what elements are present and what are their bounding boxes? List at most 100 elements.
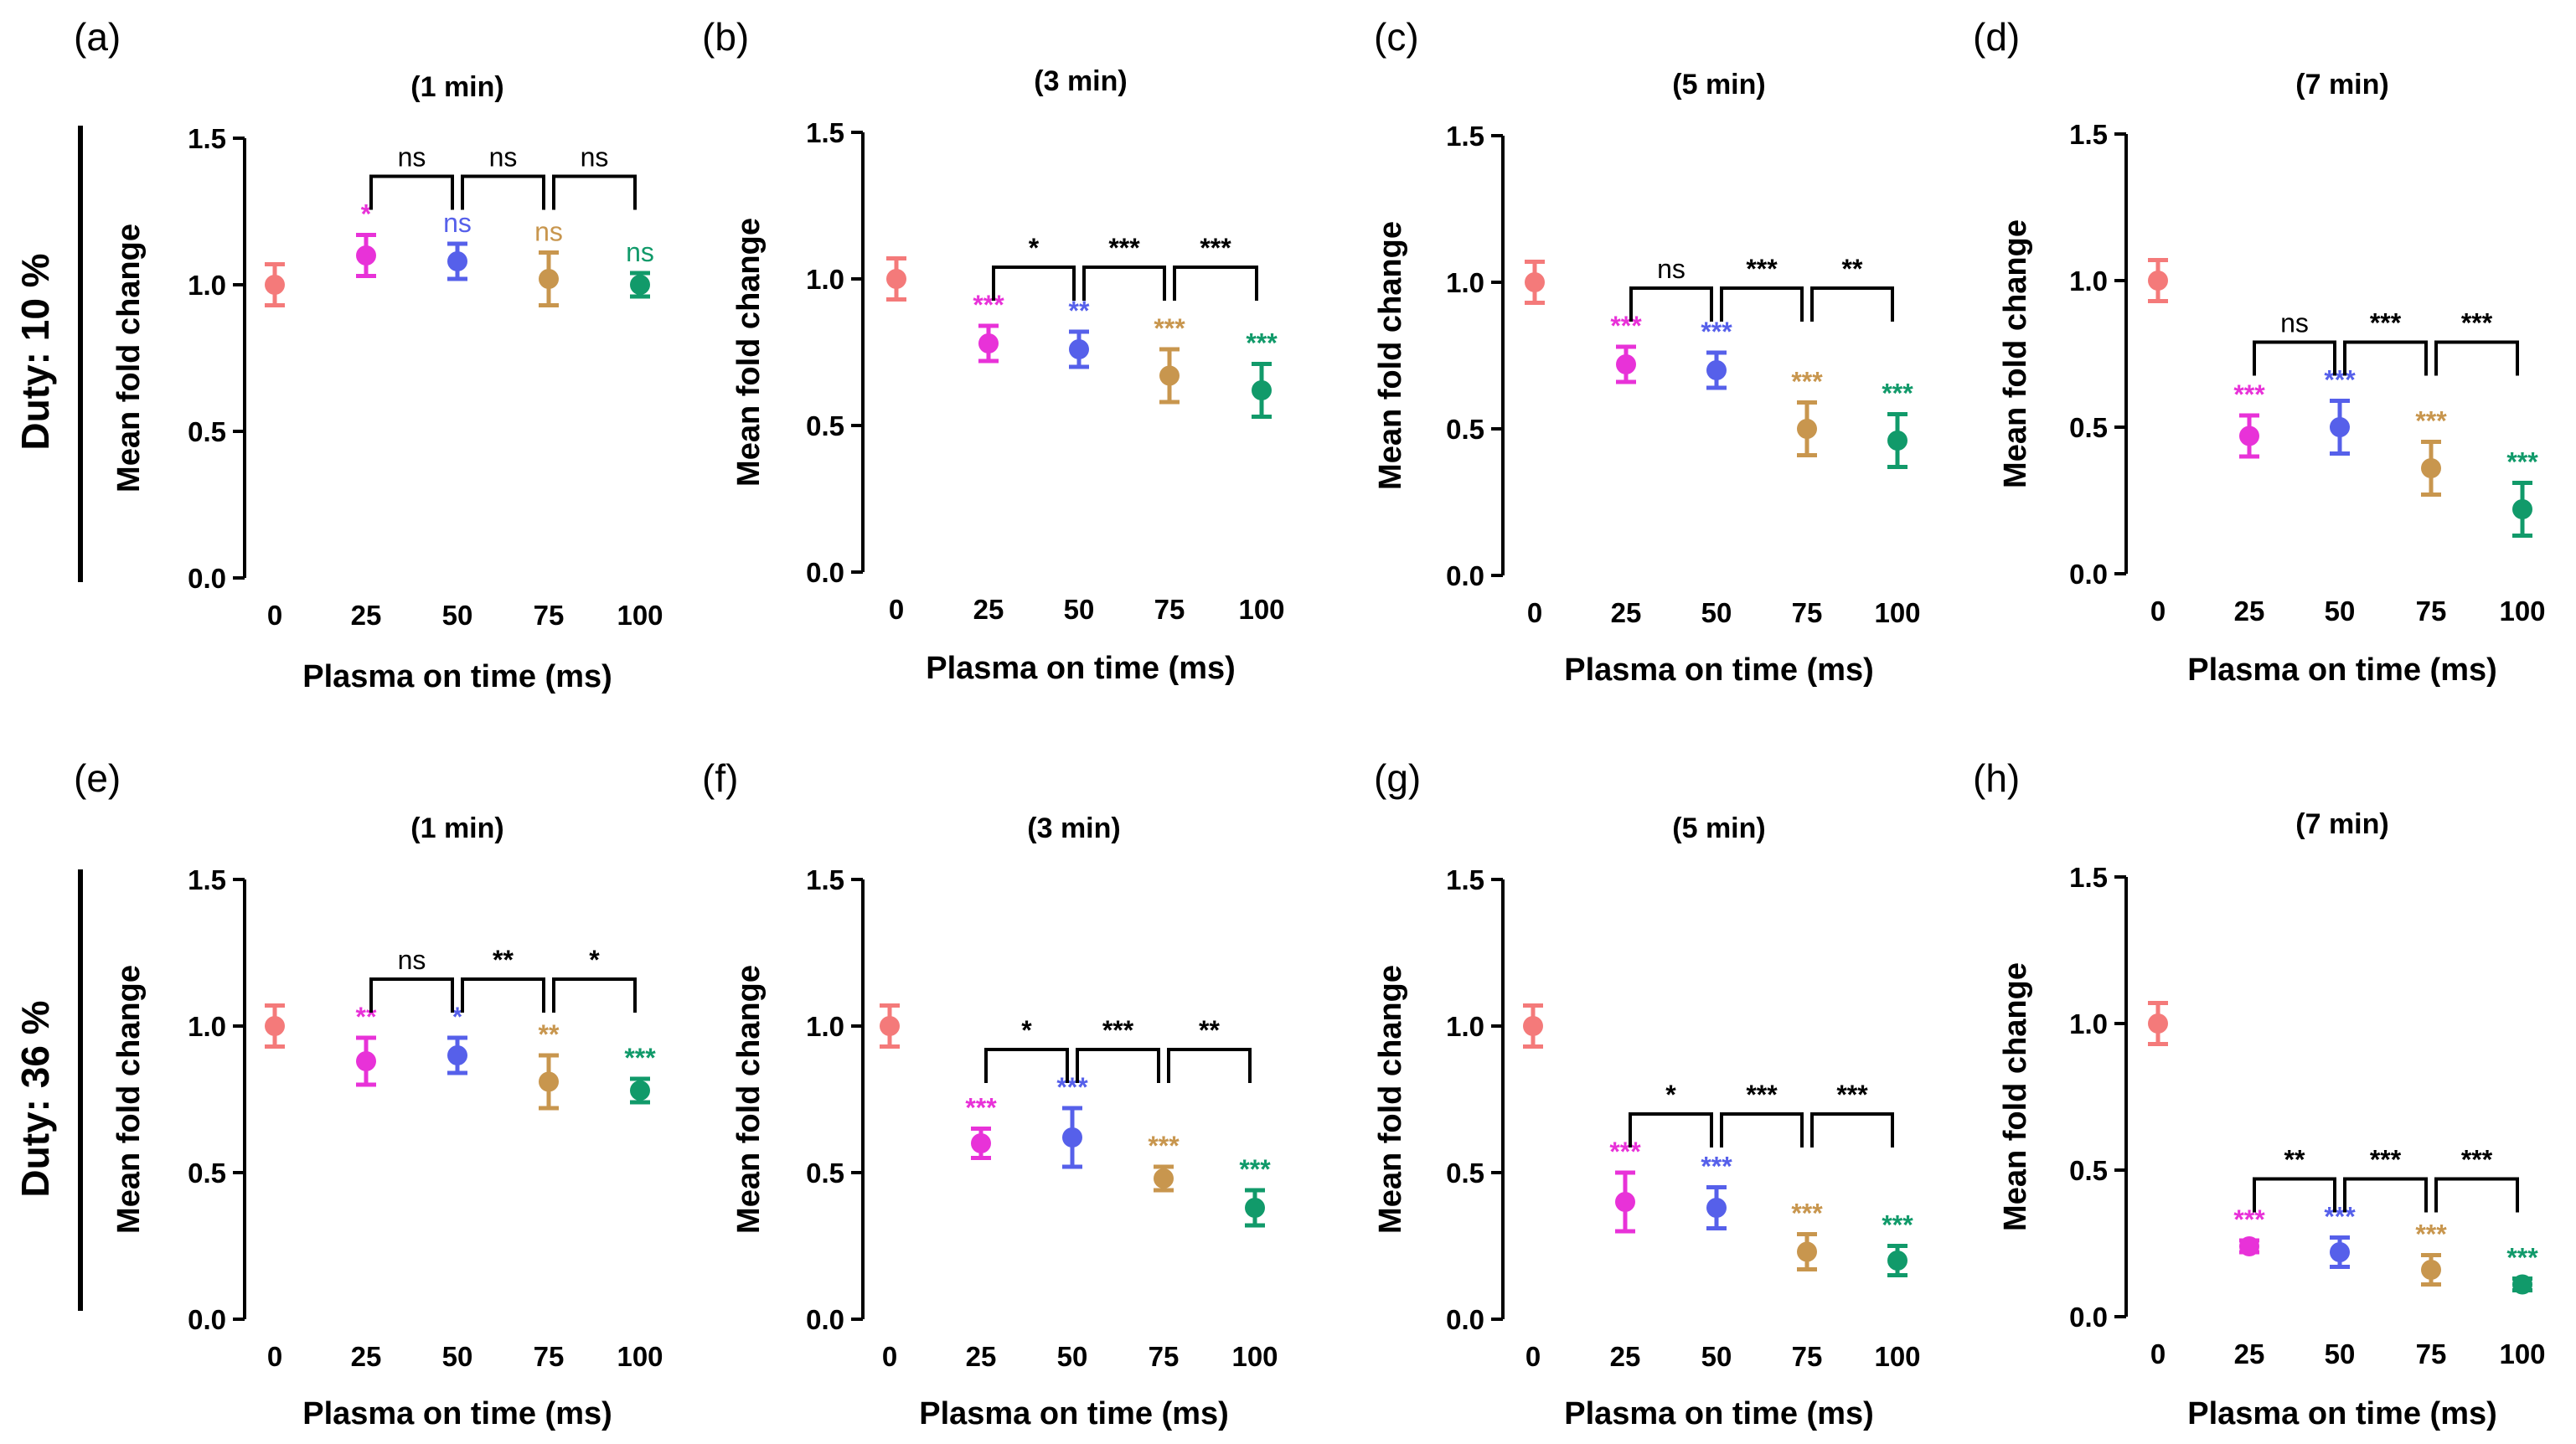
point-significance-label: ***: [2415, 406, 2447, 436]
x-tick-label: 50: [442, 600, 473, 631]
comparison-bracket: ***: [1810, 1080, 1894, 1147]
panel-h: (h) (7 min) 0.0 0.5 1.0 1.5 Mean fold change 0 2…: [1973, 756, 2546, 1431]
x-tick-label: 0: [267, 600, 282, 631]
data-point: [1062, 1127, 1082, 1147]
panel-title: (1 min): [410, 812, 503, 844]
comparison-bracket: *: [992, 233, 1076, 301]
comparison-bracket-label: **: [493, 945, 514, 975]
comparison-bracket: ***: [1720, 1080, 1804, 1147]
comparison-bracket: ns: [369, 142, 454, 210]
comparison-bracket-line: [1076, 1048, 1160, 1083]
x-tick-label: 25: [973, 594, 1004, 625]
panels-container: (a) (1 min) 0.0 0.5 1.0 1.5 Mean fold change 0 2…: [74, 15, 2546, 1431]
comparison-bracket-label: ***: [1200, 233, 1231, 263]
point-significance-label: ***: [2233, 1204, 2265, 1235]
data-point: [1245, 1198, 1265, 1218]
y-tick-label: 0.5: [806, 1158, 844, 1189]
comparison-bracket: ***: [2434, 1145, 2519, 1213]
comparison-bracket: ***: [2343, 1145, 2428, 1213]
y-tick-label: 1.5: [2069, 119, 2108, 150]
data-point: [1887, 431, 1907, 451]
point-significance-label: ns: [534, 217, 563, 247]
panel-title: (5 min): [1672, 69, 1765, 101]
y-tick-label: 1.5: [1446, 864, 1484, 895]
y-tick-label: 1.0: [2069, 266, 2108, 297]
data-point: [356, 245, 376, 266]
comparison-bracket: ***: [1720, 254, 1804, 322]
point-significance-label: ***: [2506, 1243, 2538, 1273]
x-axis-title: Plasma on time (ms): [1564, 1396, 1874, 1431]
data-point: [1615, 1192, 1635, 1212]
comparison-bracket: **: [1167, 1015, 1252, 1083]
point-significance-label: ***: [1791, 367, 1823, 397]
y-tick-label: 1.5: [806, 117, 844, 148]
point-significance-label: ***: [1154, 313, 1185, 343]
point-significance-label: ***: [1239, 1154, 1271, 1184]
x-tick-label: 100: [2499, 1338, 2545, 1369]
y-axis-title: Mean fold change: [731, 965, 767, 1234]
data-point: [978, 333, 999, 353]
data-point: [971, 1133, 991, 1153]
comparison-bracket-line: [984, 1048, 1069, 1083]
x-axis-title: Plasma on time (ms): [1564, 652, 1874, 688]
row-label-duty-36: Duty: 36 %: [13, 1000, 57, 1197]
data-point: [630, 1080, 650, 1101]
x-axis-title: Plasma on time (ms): [302, 659, 612, 694]
point-significance-label: ***: [1882, 1210, 1913, 1240]
panel-d: (d) (7 min) 0.0 0.5 1.0 1.5 Mean fold change 0 2…: [1973, 15, 2546, 688]
comparison-bracket-line: [1629, 286, 1713, 322]
comparison-bracket: ns: [369, 945, 454, 1013]
y-tick-label: 1.0: [1446, 267, 1484, 298]
comparison-bracket-line: [1720, 286, 1804, 322]
point-significance-label: ***: [2506, 447, 2538, 477]
panel-title: (5 min): [1672, 812, 1765, 844]
y-tick-label: 0.0: [188, 563, 226, 594]
comparison-bracket-line: [1720, 1112, 1804, 1147]
y-tick-label: 1.0: [188, 1011, 226, 1042]
data-point: [2330, 417, 2350, 437]
x-tick-label: 25: [351, 1341, 382, 1372]
comparison-bracket: **: [2253, 1145, 2336, 1213]
y-axis-title: Mean fold change: [1373, 221, 1408, 490]
comparison-bracket-label: *: [1021, 1015, 1032, 1045]
x-tick-label: 50: [442, 1341, 473, 1372]
x-tick-label: 100: [1231, 1341, 1278, 1372]
comparison-bracket-line: [1173, 266, 1258, 301]
y-tick-label: 0.5: [2069, 1155, 2108, 1186]
panel-letter: (e): [74, 756, 121, 800]
point-significance-label: ***: [1246, 328, 1278, 358]
point-significance-label: ***: [2233, 379, 2265, 410]
row-label-bottom: Duty: 36 %: [13, 869, 83, 1311]
x-axis-title: Plasma on time (ms): [919, 1396, 1229, 1431]
y-tick-label: 1.0: [188, 270, 226, 301]
panel-title: (3 min): [1027, 812, 1120, 844]
comparison-bracket-label: ***: [2370, 1145, 2402, 1175]
data-point: [1523, 1016, 1543, 1036]
row-label-top: Duty: 10 %: [13, 126, 83, 582]
data-point: [2330, 1242, 2350, 1262]
comparison-bracket-label: *: [1665, 1080, 1676, 1110]
comparison-bracket: ns: [461, 142, 545, 210]
x-tick-label: 50: [1057, 1341, 1088, 1372]
x-tick-label: 0: [889, 594, 904, 625]
x-tick-label: 75: [2416, 596, 2447, 627]
panel-letter: (d): [1973, 15, 2020, 59]
data-point: [886, 269, 906, 289]
point-significance-label: ***: [965, 1093, 997, 1123]
y-tick-label: 1.5: [188, 123, 226, 154]
data-point: [265, 275, 285, 295]
panel-a: (a) (1 min) 0.0 0.5 1.0 1.5 Mean fold change 0 2…: [74, 15, 663, 694]
y-tick-label: 0.5: [1446, 414, 1484, 445]
point-significance-label: ***: [1701, 1152, 1732, 1182]
comparison-bracket-line: [2434, 1177, 2519, 1213]
comparison-bracket-label: ns: [489, 142, 518, 173]
comparison-bracket-label: *: [589, 945, 600, 975]
comparison-bracket-label: **: [1199, 1015, 1220, 1045]
point-significance-label: ***: [624, 1043, 656, 1073]
comparison-bracket-label: ***: [1108, 233, 1140, 263]
comparison-bracket-label: ns: [1657, 254, 1685, 284]
y-tick-label: 1.0: [806, 1011, 844, 1042]
data-point: [2239, 425, 2259, 446]
y-tick-label: 0.5: [1446, 1158, 1484, 1189]
panel-letter: (a): [74, 15, 121, 59]
